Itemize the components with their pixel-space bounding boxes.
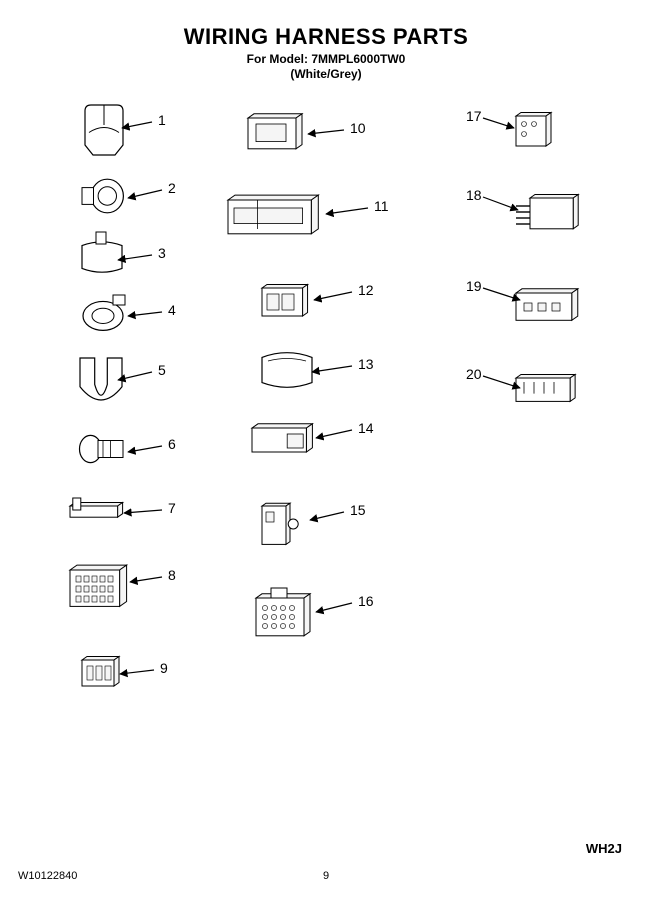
footer-diagram-code: WH2J [586, 841, 622, 856]
callout-11: 11 [374, 198, 389, 214]
callout-3: 3 [158, 245, 166, 261]
callout-19: 19 [466, 278, 482, 294]
footer-page-number: 9 [323, 870, 329, 882]
callout-18: 18 [466, 187, 482, 203]
footer-doc-number: W10122840 [18, 870, 77, 882]
callout-10: 10 [350, 120, 366, 136]
callout-9: 9 [160, 660, 168, 676]
callout-12: 12 [358, 282, 374, 298]
callout-15: 15 [350, 502, 366, 518]
callout-1: 1 [158, 112, 166, 128]
callout-16: 16 [358, 593, 374, 609]
callout-2: 2 [168, 180, 176, 196]
leader-arrow-layer [0, 0, 652, 900]
callout-13: 13 [358, 356, 374, 372]
callout-8: 8 [168, 567, 176, 583]
callout-5: 5 [158, 362, 166, 378]
callout-20: 20 [466, 366, 482, 382]
callout-17: 17 [466, 108, 482, 124]
callout-4: 4 [168, 302, 176, 318]
callout-7: 7 [168, 500, 176, 516]
callout-14: 14 [358, 420, 374, 436]
callout-6: 6 [168, 436, 176, 452]
